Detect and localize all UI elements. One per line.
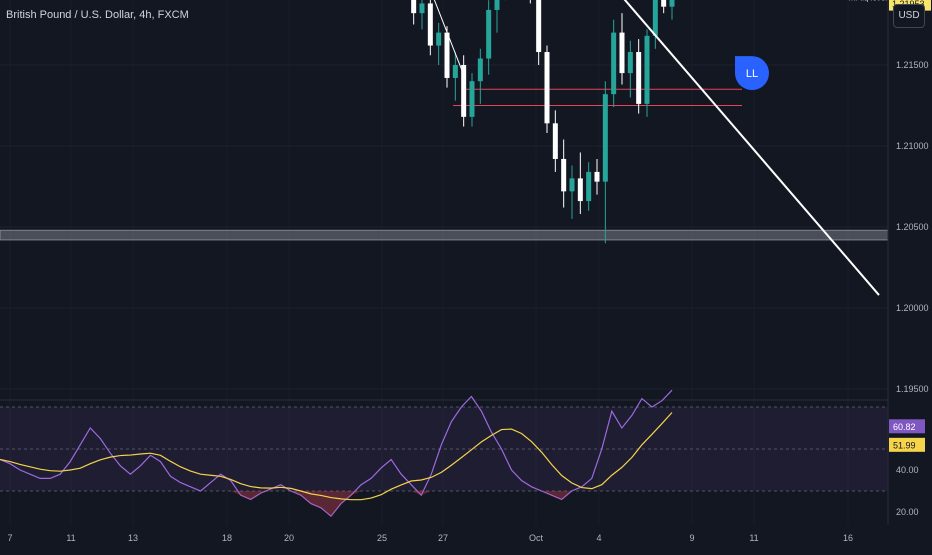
candle-body: [586, 172, 591, 201]
time-tick-label: 16: [843, 533, 853, 543]
candle-body: [636, 52, 641, 104]
candle-body: [611, 33, 616, 95]
candle: [553, 110, 558, 172]
candle: [636, 39, 641, 114]
candle: [486, 0, 491, 75]
candle-body: [553, 123, 558, 159]
candle: [661, 0, 666, 13]
candle: [545, 46, 550, 133]
candle-body: [495, 0, 500, 10]
candlesticks: [220, 0, 675, 243]
candle-body: [645, 36, 650, 104]
candle: [611, 20, 616, 107]
annotation-label: LL: [746, 68, 758, 80]
level-label: 4hr liq level: [847, 0, 888, 2]
time-tick-label: 9: [689, 533, 694, 543]
price-tick-label: 1.21500: [896, 60, 929, 70]
candle-body: [595, 172, 600, 182]
candle-body: [470, 81, 475, 117]
price-tick-label: 1.19500: [896, 384, 929, 394]
candle-body: [661, 0, 666, 7]
time-tick-label: 7: [7, 533, 12, 543]
candle-body: [536, 0, 541, 52]
candle-body: [445, 33, 450, 78]
rsi-tick-label: 20.00: [896, 507, 919, 517]
candle-body: [545, 52, 550, 123]
candle-body: [653, 0, 658, 36]
rsi-value-text: 60.82: [893, 422, 916, 432]
price-tick-label: 1.21000: [896, 141, 929, 151]
rsi-oversold-fill: [0, 491, 672, 516]
rsi-ma-text: 51.99: [893, 440, 916, 450]
candle: [428, 0, 433, 55]
time-tick-label: 20: [284, 533, 294, 543]
rsi-tick-label: 40.00: [896, 465, 919, 475]
candle: [478, 49, 483, 104]
candle: [603, 81, 608, 243]
time-tick-label: 18: [222, 533, 232, 543]
time-tick-label: 11: [66, 533, 75, 543]
candle-body: [670, 0, 675, 7]
candle-body: [411, 0, 416, 13]
candle: [645, 29, 650, 116]
candle-body: [461, 65, 466, 117]
candle-body: [620, 33, 625, 74]
candle: [461, 55, 466, 126]
time-tick-label: 4: [596, 533, 601, 543]
candle-body: [603, 94, 608, 181]
annotations: LHLL: [609, 0, 769, 90]
time-tick-label: Oct: [529, 533, 544, 543]
zone: [0, 230, 888, 240]
candle: [561, 140, 566, 208]
candle: [670, 0, 675, 20]
candle-body: [570, 178, 575, 191]
candle: [586, 162, 591, 211]
price-tick-label: 1.20500: [896, 222, 929, 232]
candle: [411, 0, 416, 25]
time-tick-label: 27: [438, 533, 448, 543]
candle: [495, 0, 500, 33]
candle: [470, 73, 475, 126]
annotation-bubble: LL: [735, 56, 769, 90]
candle: [420, 0, 425, 29]
time-tick-label: 11: [749, 533, 758, 543]
candle: [620, 13, 625, 84]
currency-button[interactable]: USD: [893, 4, 925, 28]
candle-body: [561, 159, 566, 191]
candle: [653, 0, 658, 49]
candle-body: [428, 3, 433, 45]
candle-body: [453, 65, 458, 78]
candle-body: [486, 10, 491, 59]
candle-body: [478, 59, 483, 82]
candle-body: [628, 52, 633, 73]
candle: [528, 0, 533, 3]
candle: [570, 165, 575, 218]
candle: [436, 23, 441, 65]
time-tick-label: 25: [377, 533, 387, 543]
symbol-legend: British Pound / U.S. Dollar, 4h, FXCM: [6, 9, 189, 21]
price-tick-label: 1.20000: [896, 303, 929, 313]
candle-body: [420, 3, 425, 13]
candle: [536, 0, 541, 65]
candle-body: [578, 178, 583, 201]
candle-body: [436, 33, 441, 46]
candle: [578, 152, 583, 214]
time-tick-label: 13: [128, 533, 138, 543]
